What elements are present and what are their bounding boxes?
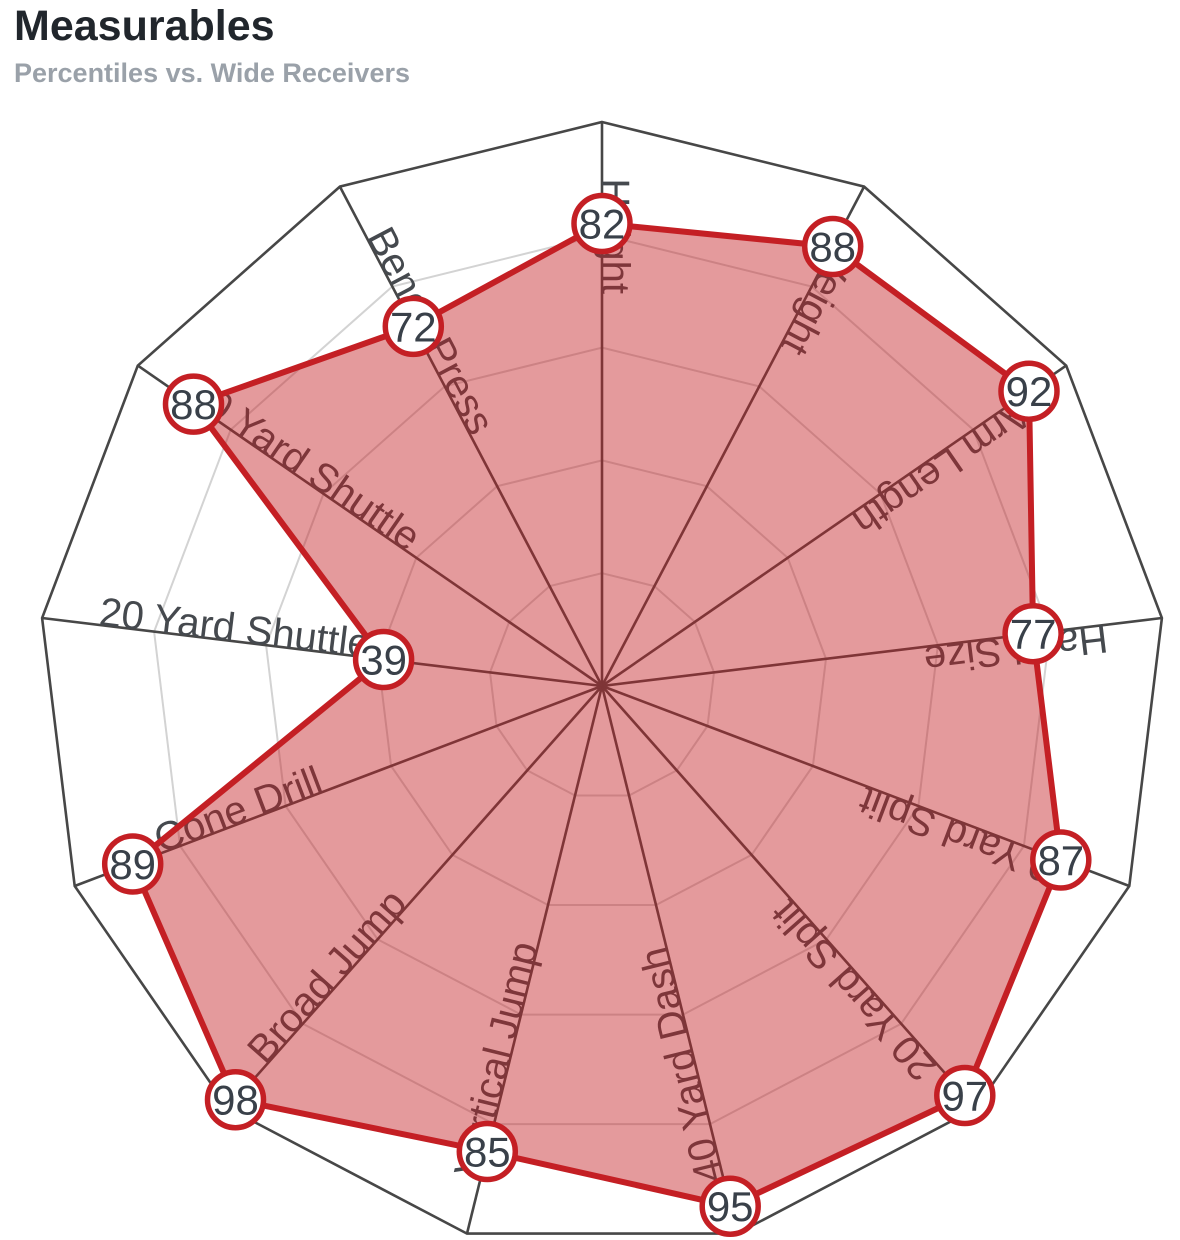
axis-spoke-arm-length [601,364,1067,688]
marker-value: 72 [390,303,437,350]
marker-circle [1030,829,1092,891]
marker-10-yard-split: 87 [1030,829,1092,891]
axis-spoke-3-cone-drill [74,684,603,888]
grid-ring-40 [376,459,828,906]
marker-20-yard-split: 97 [934,1064,996,1127]
marker-hand-size: 77 [1002,602,1064,665]
marker-broad-jump: 98 [204,1068,267,1131]
marker-value: 92 [1006,368,1053,415]
axis-spoke-hand-size [601,616,1163,688]
marker-60-yard-shuttle: 88 [162,373,225,435]
marker-value: 39 [360,637,407,684]
marker-value: 77 [1010,611,1057,658]
grid-ring-20 [488,572,716,797]
marker-value: 85 [464,1129,511,1176]
marker-bench-press: 72 [382,295,445,358]
axis-spoke-20-yard-split [601,685,977,1110]
data-polygon [129,220,1064,1210]
marker-arm-length: 92 [998,360,1060,422]
marker-value: 97 [941,1073,988,1120]
grid-ring-outer [40,120,1164,1235]
marker-weight: 88 [801,215,864,278]
marker-circle [101,833,164,895]
marker-circle [162,373,225,435]
marker-circle [571,192,633,255]
marker-circle [204,1068,267,1131]
marker-circle [1002,602,1064,665]
page-title: Measurables [14,2,275,50]
marker-height: 82 [571,192,633,255]
marker-circle [934,1064,996,1127]
marker-value: 88 [809,224,856,271]
marker-circle [699,1175,761,1237]
axis-label-20-yard-shuttle: 20 Yard Shuttle [97,590,372,666]
marker-value: 82 [579,201,626,248]
axis-spoke-20-yard-shuttle [41,616,603,688]
grid-ring-80 [153,233,1051,1126]
marker-value: 87 [1037,837,1084,884]
grid-rings [40,120,1164,1235]
marker-circle [801,215,864,278]
marker-value: 89 [109,841,156,888]
marker-circle [382,295,445,358]
axis-spoke-40-yard-dash [600,685,739,1234]
marker-40-yard-dash: 95 [699,1175,761,1237]
grid-ring-60 [265,346,939,1016]
marker-value: 88 [170,381,217,428]
data-point-markers: 82 88 92 77 87 97 95 85 98 89 39 88 72 [101,192,1092,1237]
marker-3-cone-drill: 89 [101,833,164,895]
marker-value: 95 [707,1183,754,1230]
marker-circle [456,1120,519,1183]
page-subtitle: Percentiles vs. Wide Receivers [14,58,410,89]
axis-spoke-bench-press [338,185,604,687]
chart-header: Measurables Percentiles vs. Wide Receive… [14,2,410,89]
marker-value: 98 [212,1077,259,1124]
marker-20-yard-shuttle: 39 [352,628,415,691]
marker-circle [998,360,1060,422]
marker-circle [352,628,415,691]
marker-vertical-jump: 85 [456,1120,519,1183]
axis-spoke-broad-jump [227,685,603,1110]
